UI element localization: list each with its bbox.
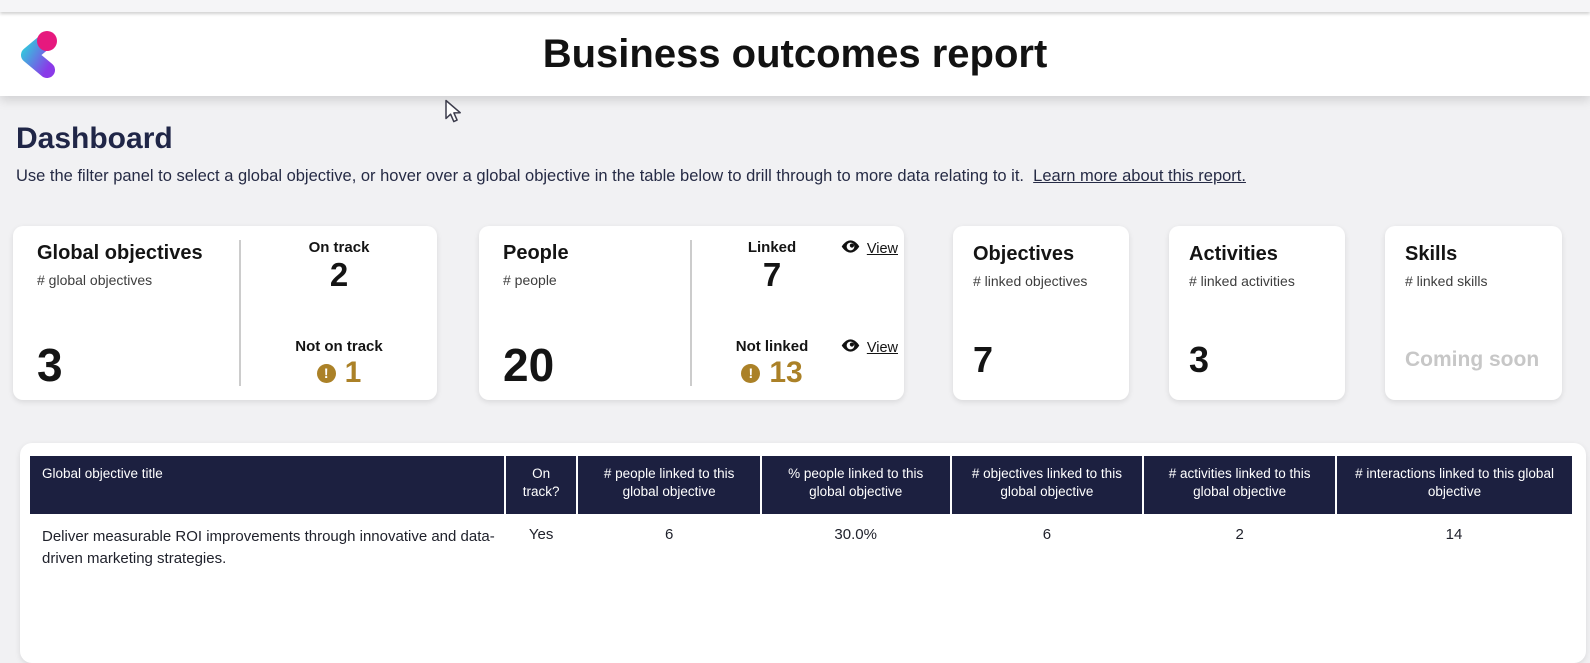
cell-objective-title[interactable]: Deliver measurable ROI improvements thro… [30, 514, 505, 574]
card-title: Skills [1405, 243, 1458, 265]
column-header-activities[interactable]: # activities linked to this global objec… [1142, 456, 1337, 514]
card-activities: Activities # linked activities 3 [1169, 226, 1345, 400]
card-divider [690, 240, 692, 386]
linked-label: Linked [747, 239, 797, 256]
on-track-value: 2 [329, 256, 349, 293]
skills-coming-soon: Coming soon [1405, 348, 1540, 371]
view-link-label: View [866, 340, 898, 356]
warning-icon: ! [316, 363, 336, 383]
card-subtitle: # linked skills [1405, 273, 1488, 289]
not-on-track-label: Not on track [295, 338, 383, 355]
warning-icon: ! [741, 363, 761, 383]
people-count: 20 [503, 339, 555, 391]
view-link-label: View [866, 241, 898, 257]
people-breakdown: Linked 7 View Not lin [692, 226, 904, 400]
card-objectives: Objectives # linked objectives 7 [953, 226, 1129, 400]
not-linked-stat: Not linked ! 13 View [692, 338, 904, 388]
card-subtitle: # linked objectives [973, 273, 1088, 289]
page-description-text: Use the filter panel to select a global … [16, 167, 1024, 185]
column-header-objectives[interactable]: # objectives linked to this global objec… [949, 456, 1144, 514]
global-objectives-count: 3 [37, 339, 63, 391]
column-header-people[interactable]: # people linked to this global objective [576, 456, 761, 514]
card-title: People [503, 242, 569, 264]
cell-percent-people: 30.0% [760, 514, 951, 574]
card-title: Global objectives [37, 242, 203, 264]
eye-icon [840, 338, 861, 358]
global-objectives-table: Global objective title On track? # peopl… [30, 456, 1572, 574]
people-summary: People # people 20 [479, 226, 690, 400]
eye-icon [840, 239, 861, 259]
objectives-count: 7 [973, 339, 994, 380]
page-description: Use the filter panel to select a global … [16, 167, 1590, 186]
cell-activities: 2 [1143, 514, 1337, 574]
on-track-label: On track [308, 239, 370, 256]
brand-logo-icon [14, 24, 66, 80]
report-title: Business outcomes report [542, 31, 1048, 76]
table-row[interactable]: Deliver measurable ROI improvements thro… [30, 514, 1572, 574]
card-title: Activities [1189, 243, 1278, 265]
card-title: Objectives [973, 243, 1075, 265]
cell-objectives: 6 [950, 514, 1144, 574]
top-strip [0, 0, 1590, 12]
column-header-interactions[interactable]: # interactions linked to this global obj… [1335, 456, 1572, 514]
card-skills: Skills # linked skills Coming soon [1385, 226, 1562, 400]
column-header-on-track[interactable]: On track? [503, 456, 578, 514]
cell-on-track: Yes [504, 514, 578, 574]
column-header-title[interactable]: Global objective title [30, 456, 505, 514]
view-linked-button[interactable]: View [840, 239, 898, 259]
page-heading: Dashboard [16, 122, 173, 155]
kpi-cards-row: Global objectives # global objectives 3 … [13, 226, 1577, 400]
not-on-track-value: 1 [344, 356, 362, 389]
on-track-stat: On track 2 [241, 239, 437, 293]
objectives-table-card: Global objective title On track? # peopl… [20, 443, 1586, 663]
card-divider [239, 240, 241, 386]
learn-more-link[interactable]: Learn more about this report. [1033, 167, 1246, 185]
global-objectives-summary: Global objectives # global objectives 3 [13, 226, 239, 400]
cell-people: 6 [577, 514, 761, 574]
card-subtitle: # people [503, 272, 557, 288]
linked-stat: Linked 7 View [692, 239, 904, 293]
not-linked-label: Not linked [735, 338, 809, 355]
activities-count: 3 [1189, 339, 1210, 380]
global-objectives-breakdown: On track 2 Not on track ! 1 [241, 226, 437, 400]
not-linked-value: 13 [769, 356, 803, 389]
linked-value: 7 [762, 256, 782, 293]
dashboard-main: Dashboard Use the filter panel to select… [0, 122, 1590, 663]
card-people: People # people 20 Linked 7 [479, 226, 904, 400]
table-header-row: Global objective title On track? # peopl… [30, 456, 1572, 514]
app-header: Business outcomes report [0, 12, 1590, 96]
card-subtitle: # linked activities [1189, 273, 1295, 289]
view-not-linked-button[interactable]: View [840, 338, 898, 358]
not-on-track-stat: Not on track ! 1 [241, 338, 437, 388]
card-global-objectives: Global objectives # global objectives 3 … [13, 226, 437, 400]
card-subtitle: # global objectives [37, 272, 153, 288]
cell-interactions: 14 [1336, 514, 1572, 574]
column-header-percent-people[interactable]: % people linked to this global objective [759, 456, 951, 514]
